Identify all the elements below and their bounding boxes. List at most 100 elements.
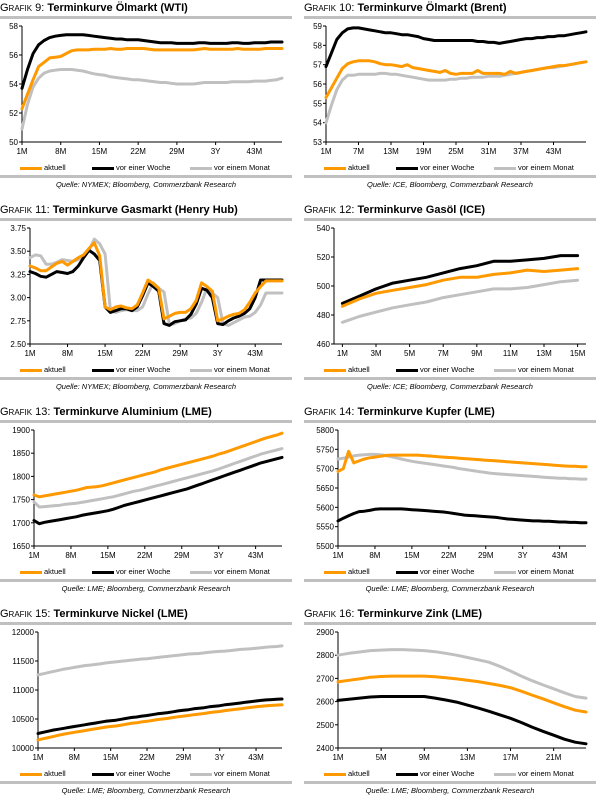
series-line-week — [20, 33, 284, 90]
legend: aktuell vor einer Woche vor einem Monat — [0, 163, 292, 173]
x-tick-label: 43M — [546, 147, 562, 156]
legend-swatch — [396, 570, 418, 574]
legend-label: vor einer Woche — [420, 769, 475, 778]
legend-label: aktuell — [44, 163, 66, 172]
legend-item-aktuell: aktuell — [324, 163, 370, 173]
legend-item-month: vor einem Monat — [190, 769, 270, 779]
x-tick-label: 15M — [100, 551, 116, 560]
y-tick-label: 5750 — [316, 445, 334, 454]
y-tick-label: 2500 — [316, 721, 334, 730]
chart-plot: 1650 1700 1750 1800 1850 1900 1M 8M 15M 22M 29M 3Y 4… — [12, 426, 284, 560]
y-tick-label: 1650 — [12, 542, 30, 551]
series-line-month — [36, 644, 284, 677]
y-tick-label: 500 — [317, 282, 331, 291]
y-tick-label: 1850 — [12, 449, 30, 458]
y-tick-label: 1750 — [12, 496, 30, 505]
legend-item-aktuell: aktuell — [324, 769, 370, 779]
x-tick-label: 22M — [139, 753, 155, 762]
y-tick-label: 3.25 — [10, 270, 26, 279]
chart-heading: Terminkurve Nickel (LME) — [53, 608, 188, 620]
x-tick-label: 1M — [24, 349, 35, 358]
caption-rule — [0, 175, 292, 178]
x-tick-label: 11M — [503, 349, 518, 358]
x-tick-label: 22M — [135, 349, 151, 358]
x-tick-label: 29M — [478, 551, 494, 560]
y-tick-label: 11000 — [12, 686, 34, 695]
x-tick-label: 5M — [376, 753, 387, 762]
y-tick-label: 10500 — [12, 715, 35, 724]
legend-item-week: vor einer Woche — [396, 769, 474, 779]
x-tick-label: 9M — [419, 753, 430, 762]
legend-swatch — [324, 772, 346, 776]
legend-swatch — [20, 166, 42, 170]
series-line-aktuell — [28, 241, 284, 323]
x-tick-label: 8M — [369, 551, 380, 560]
chart-heading: Terminkurve Gasöl (ICE) — [357, 204, 486, 216]
source-caption: Quelle: NYMEX; Bloomberg, Commerzbank Re… — [55, 382, 237, 391]
x-tick-label: 1M — [332, 753, 343, 762]
series-line-aktuell — [20, 47, 284, 111]
legend: aktuell vor einer Woche vor einem Monat — [304, 567, 596, 577]
legend-label: aktuell — [348, 769, 370, 778]
x-tick-label: 7M — [353, 147, 364, 156]
legend-label: aktuell — [44, 769, 66, 778]
y-tick-label: 10000 — [12, 744, 35, 753]
legend-label: vor einem Monat — [518, 769, 574, 778]
chart-title: Grafik 14: Terminkurve Kupfer (LME) — [304, 406, 495, 419]
source-caption: Quelle: LME; Bloomberg, Commerzbank Rese… — [365, 786, 535, 795]
legend-swatch — [494, 166, 516, 170]
legend-label: aktuell — [348, 163, 370, 172]
legend-swatch — [190, 368, 212, 372]
chart-plot: 460 480 500 520 540 1M 3M 5M 7M 9M 11M 13M 15M — [317, 224, 586, 358]
chart-panel-g16: Grafik 16: Terminkurve Zink (LME) 2400 25… — [304, 606, 596, 804]
title-rule — [0, 218, 292, 221]
legend-item-week: vor einer Woche — [92, 769, 170, 779]
y-tick-label: 2700 — [316, 674, 334, 683]
x-tick-label: 1M — [16, 147, 27, 156]
y-tick-label: 50 — [9, 138, 18, 147]
chart-plot: 5500 5550 5600 5650 5700 5750 5800 1M 8M 15M 22M 29… — [316, 426, 588, 560]
caption-rule — [0, 377, 292, 380]
x-tick-label: 37M — [513, 147, 529, 156]
caption-rule — [304, 175, 596, 178]
legend-item-month: vor einem Monat — [494, 365, 574, 375]
chart-title: Grafik 11: Terminkurve Gasmarkt (Henry H… — [0, 204, 238, 217]
y-tick-label: 5800 — [316, 426, 334, 435]
x-tick-label: 8M — [65, 551, 76, 560]
legend-label: vor einem Monat — [518, 567, 574, 576]
chart-plot: 2400 2500 2600 2700 2800 2900 1M 5M 9M 13M 17M 21M — [316, 628, 588, 762]
legend-label: vor einer Woche — [116, 365, 171, 374]
y-tick-label: 57 — [313, 61, 322, 70]
legend-swatch — [92, 570, 114, 574]
legend-label: aktuell — [348, 567, 370, 576]
legend-item-month: vor einem Monat — [494, 769, 574, 779]
x-tick-label: 1M — [320, 147, 331, 156]
chart-prefix: Grafik 16: — [304, 608, 355, 620]
series-line-month — [324, 60, 588, 125]
x-tick-label: 22M — [441, 551, 457, 560]
x-tick-label: 3Y — [213, 349, 223, 358]
legend-item-aktuell: aktuell — [324, 365, 370, 375]
y-tick-label: 54 — [9, 80, 18, 89]
y-tick-label: 5500 — [316, 542, 334, 551]
legend-label: aktuell — [44, 567, 66, 576]
legend-item-aktuell: aktuell — [20, 567, 66, 577]
title-rule — [0, 622, 292, 625]
chart-prefix: Grafik 11: — [0, 204, 50, 216]
x-tick-label: 43M — [247, 147, 263, 156]
legend-swatch — [190, 772, 212, 776]
y-tick-label: 53 — [313, 138, 322, 147]
legend: aktuell vor einer Woche vor einem Monat — [304, 769, 596, 779]
series-line-week — [336, 507, 588, 525]
series-line-aktuell — [324, 59, 588, 99]
y-tick-label: 460 — [317, 340, 331, 349]
legend: aktuell vor einer Woche vor einem Monat — [0, 567, 292, 577]
x-tick-label: 19M — [416, 147, 432, 156]
x-tick-label: 43M — [247, 349, 263, 358]
legend-item-month: vor einem Monat — [190, 365, 270, 375]
x-tick-label: 15M — [404, 551, 420, 560]
y-tick-label: 59 — [313, 22, 322, 31]
legend-label: vor einem Monat — [214, 365, 270, 374]
chart-title: Grafik 9: Terminkurve Ölmarkt (WTI) — [0, 2, 188, 15]
x-tick-label: 8M — [62, 349, 73, 358]
